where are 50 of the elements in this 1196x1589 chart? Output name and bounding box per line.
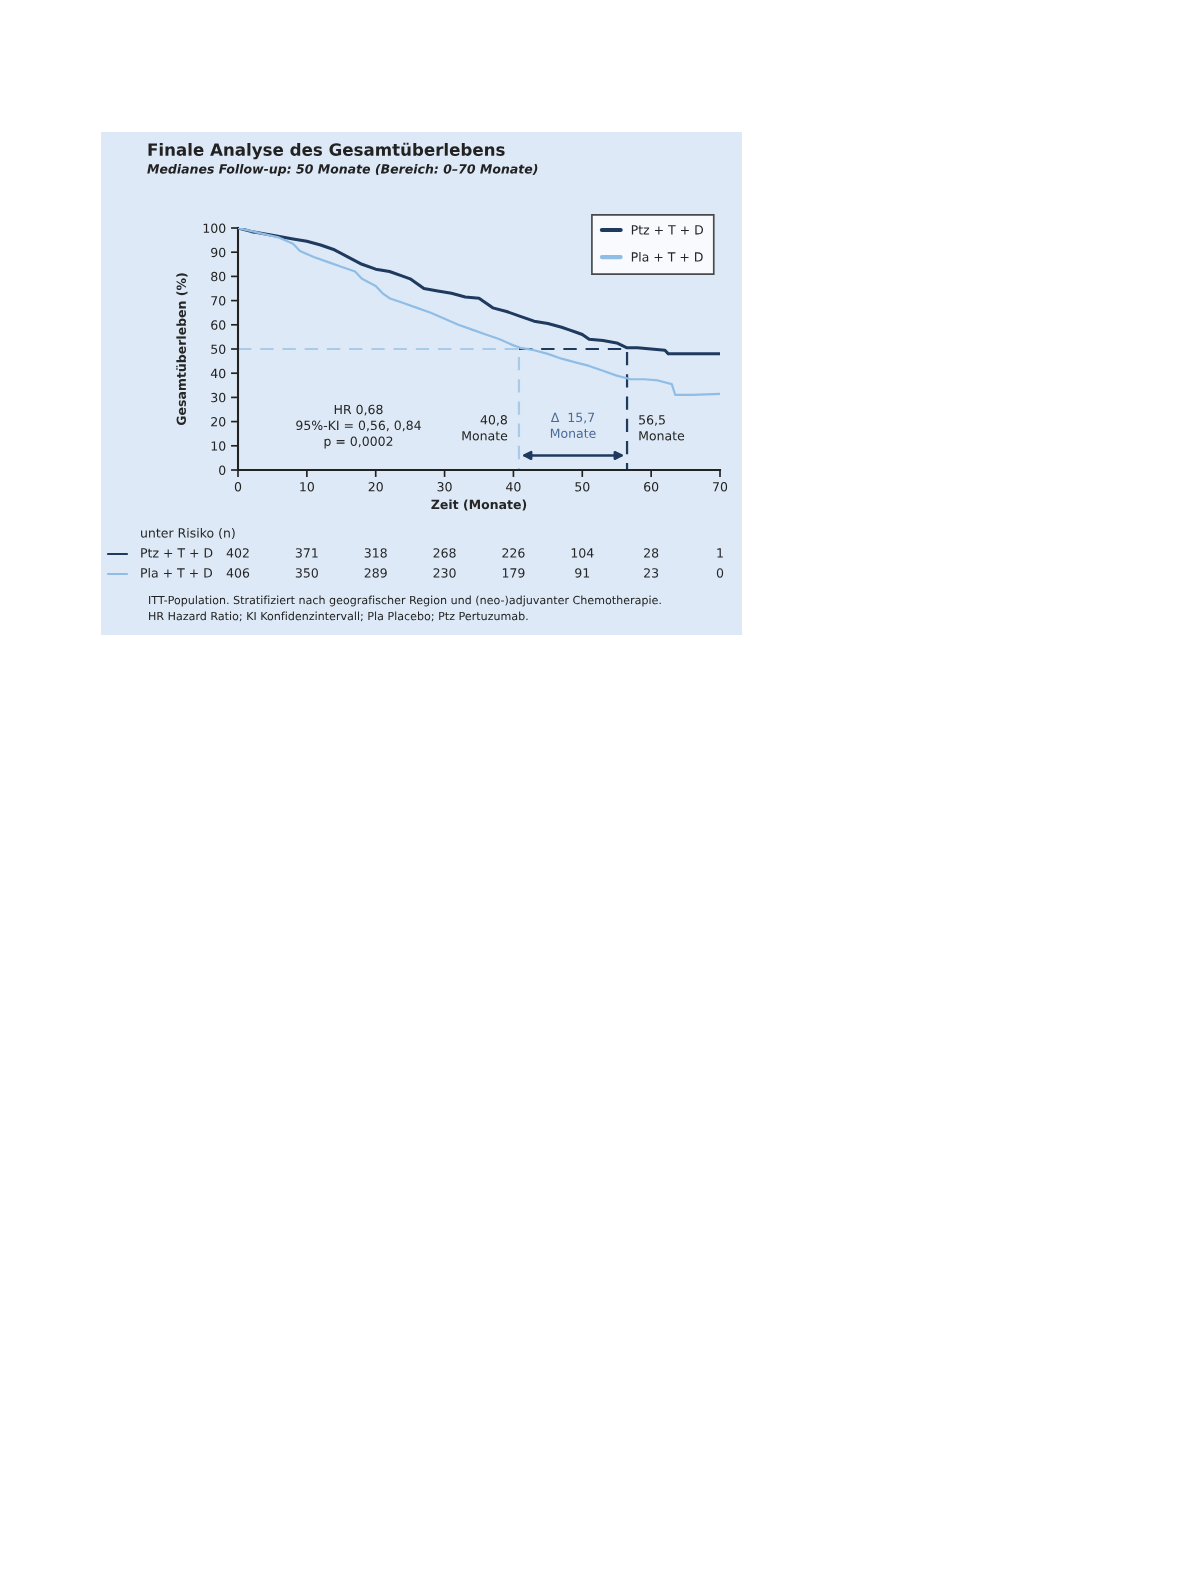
text: unter Risiko (n) <box>141 527 235 540</box>
text: 371 <box>295 548 318 558</box>
text: 230 <box>433 568 456 578</box>
y-tick-label: 0 <box>219 465 226 475</box>
text: 91 <box>575 568 590 578</box>
x-tick-label: 10 <box>300 482 314 492</box>
y-tick-label: 20 <box>211 417 226 427</box>
annotation: HR 0,68 95%-KI = 0,56, 0,84 p = 0,0002 <box>296 404 421 449</box>
text: Ptz + T + D <box>141 548 213 558</box>
text: 226 <box>502 548 525 558</box>
text: HR Hazard Ratio; KI Konfidenzintervall; Pla Placebo; Ptz Pertuzumab. <box>149 611 528 622</box>
y-tick-label: 70 <box>211 296 226 306</box>
chart-subtitle: Medianes Follow-up: 50 Monate (Bereich: 0–70 Monate) <box>147 163 538 177</box>
legend-label: Pla + T + D <box>631 251 703 262</box>
text: 28 <box>644 548 659 558</box>
y-tick-label: 80 <box>211 271 226 282</box>
text: 268 <box>433 548 456 558</box>
y-tick-label: 90 <box>211 247 226 258</box>
x-tick-label: 20 <box>368 482 383 492</box>
text: 406 <box>226 568 250 578</box>
annotation: 56,5 Monate <box>639 415 685 441</box>
legend-label: Ptz + T + D <box>631 225 704 235</box>
text: 23 <box>644 568 659 578</box>
y-tick-label: 10 <box>211 441 226 451</box>
text: Pla + T + D <box>141 567 213 578</box>
text: 104 <box>571 548 594 558</box>
text: 1 <box>717 548 723 558</box>
x-axis-title: Zeit (Monate) <box>431 499 527 511</box>
x-tick-label: 0 <box>234 482 242 492</box>
text: 0 <box>716 568 724 578</box>
annotation: 40,8 Monate <box>462 415 508 441</box>
y-tick-label: 50 <box>211 344 226 354</box>
text: ITT-Population. Stratifiziert nach geografischer Region und (neo-)adjuvanter Chemotherapie. <box>149 595 661 607</box>
y-tick-label: 40 <box>210 368 226 379</box>
text: 318 <box>364 548 387 558</box>
text: 179 <box>502 568 525 578</box>
y-tick-label: 60 <box>211 320 226 330</box>
text: 350 <box>295 568 318 578</box>
x-tick-label: 30 <box>437 482 452 492</box>
y-tick-label: 30 <box>211 392 226 403</box>
x-tick-label: 70 <box>713 482 728 492</box>
chart-title: Finale Analyse des Gesamtüberlebens <box>148 142 505 160</box>
text: 402 <box>226 548 249 558</box>
annotation: Δ 15,7 Monate <box>550 412 596 439</box>
y-axis-title: Gesamtüberleben (%) <box>176 273 188 426</box>
text: 289 <box>364 568 387 578</box>
x-tick-label: 40 <box>506 482 521 492</box>
x-tick-label: 60 <box>644 482 659 492</box>
y-tick-label: 100 <box>203 223 226 233</box>
x-tick-label: 50 <box>575 482 590 492</box>
